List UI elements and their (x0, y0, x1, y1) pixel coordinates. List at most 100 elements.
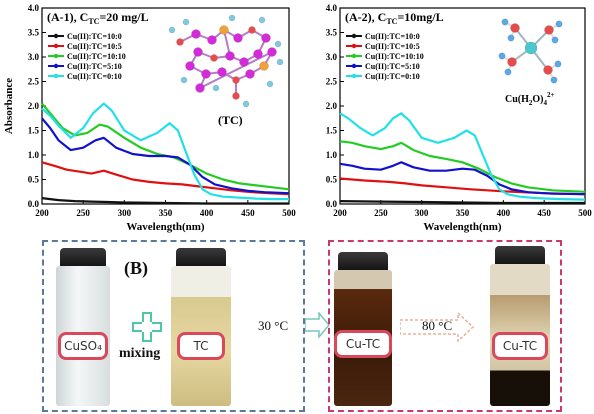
y-tick-label: 3.5 (326, 28, 338, 38)
figure-canvas: 200 250 300 350 400 450 500 0.0 0.5 1.0 1.5 2.0 2.5 3… (3, 3, 593, 233)
y-tick-label: 2.5 (28, 77, 40, 87)
legend-marker (53, 73, 59, 79)
series-line-4 (41, 102, 289, 201)
series-line-1 (41, 161, 290, 196)
y-tick-label: 0.0 (28, 199, 40, 209)
legend-label: Cu(II):TC=5:10 (365, 62, 420, 71)
arrow-30c (305, 312, 330, 338)
vial-cap (495, 246, 545, 266)
y-tick-label: 4.0 (326, 3, 338, 13)
vial-label-cuso4: CuSO₄ (58, 332, 108, 360)
hydrogen-atom (266, 80, 274, 88)
atom (219, 25, 229, 35)
oxygen-atom (507, 57, 517, 67)
atom (207, 35, 217, 45)
y-tick-label: 0.5 (28, 175, 40, 185)
series-line-2 (41, 102, 290, 191)
x-tick-label: 500 (578, 208, 592, 218)
hydrogen-atom (274, 40, 282, 48)
atom (259, 61, 269, 71)
hydrogen-atom (550, 76, 558, 84)
vial-cu-tc-30c: Cu-TC (332, 252, 394, 408)
hydrogen-atom (276, 58, 284, 66)
legend-marker (53, 43, 59, 49)
x-tick-label: 450 (537, 208, 551, 218)
vial-tc: TC (169, 248, 233, 408)
legend-label: Cu(II):TC=0:10 (67, 72, 122, 81)
legend-label: Cu(II):TC=10:10 (365, 52, 424, 61)
atom (239, 57, 249, 67)
copper-atom (524, 41, 538, 55)
chart-a2: 200 250 300 350 400 450 500 0.0 0.5 1.0 1.5 2.0 2.5 3… (326, 3, 593, 233)
atom (195, 83, 205, 93)
series-line-0 (339, 200, 585, 205)
legend-label: Cu(II):TC=10:5 (67, 42, 122, 51)
hydrogen-atom (212, 84, 220, 92)
x-tick-label: 350 (456, 208, 470, 218)
hydrogen-atom (498, 52, 506, 60)
oxygen-atom (544, 25, 554, 35)
y-tick-label: 1.5 (28, 126, 40, 136)
x-tick-label: 250 (76, 208, 90, 218)
vial-label-tc: TC (177, 332, 225, 360)
series-line-3 (339, 161, 586, 196)
vial-label-cu-tc-2: Cu-TC (492, 332, 548, 360)
hydrogen-atom (551, 36, 559, 44)
atom (232, 76, 240, 84)
panel-title: (A-1), CTC=20 mg/L (47, 10, 149, 26)
legend-label: Cu(II):TC=0:10 (365, 72, 420, 81)
hydrogen-atom (182, 18, 190, 26)
legend-label: Cu(II):TC=10:5 (365, 42, 420, 51)
vial-cuso4: CuSO₄ (54, 248, 112, 408)
x-tick-label: 400 (497, 208, 511, 218)
atom (232, 92, 240, 100)
legend-marker (351, 63, 357, 69)
atom (210, 54, 218, 62)
y-tick-label: 2.0 (28, 101, 40, 111)
legend-label: Cu(II):TC=10:0 (67, 32, 122, 41)
atom (201, 69, 211, 79)
legend-marker (53, 33, 59, 39)
y-tick-label: 3.5 (28, 28, 40, 38)
atom (261, 33, 271, 43)
hydrogen-atom (168, 26, 176, 34)
chart-a1: 200 250 300 350 400 450 500 0.0 0.5 1.0 1.5 2.0 2.5 3… (3, 3, 296, 233)
series-line-3 (41, 117, 290, 195)
legend-label: Cu(II):TC=10:0 (365, 32, 420, 41)
hydrogen-atom (504, 68, 512, 76)
y-tick-label: 0.0 (326, 199, 338, 209)
legend-marker (351, 73, 357, 79)
series-line-4 (339, 112, 586, 201)
y-tick-label: 3.0 (28, 52, 40, 62)
panel-b-left-box: (B) CuSO₄ mixing TC (42, 240, 305, 412)
hydrogen-atom (554, 60, 562, 68)
panel-b-label: (B) (124, 258, 148, 278)
hydrogen-atom (242, 100, 250, 108)
oxygen-atom (543, 65, 553, 75)
x-axis-label: Wavelength(nm) (126, 221, 205, 233)
atom (185, 61, 195, 71)
vial-cu-tc-80c: Cu-TC (488, 246, 552, 408)
y-tick-label: 0.5 (326, 175, 338, 185)
hydrogen-atom (180, 76, 188, 84)
y-tick-label: 1.0 (326, 150, 338, 160)
vial-cap (338, 252, 388, 272)
panel-title: (A-2), CTC=10mg/L (345, 10, 444, 26)
hydrogen-atom (228, 14, 236, 22)
legend-label: Cu(II):TC=10:10 (67, 52, 126, 61)
series-line-2 (339, 140, 586, 193)
series-line-1 (339, 177, 586, 196)
temp-80c: 80 °C (422, 318, 453, 333)
hydrogen-atom (555, 20, 563, 28)
legend-marker (53, 53, 59, 59)
y-tick-label: 2.5 (326, 77, 338, 87)
x-tick-label: 500 (282, 208, 296, 218)
atom (245, 69, 255, 79)
x-tick-label: 350 (159, 208, 173, 218)
atom (253, 49, 263, 59)
legend-marker (351, 33, 357, 39)
x-axis-label: Wavelength(nm) (423, 221, 502, 233)
x-tick-label: 450 (241, 208, 255, 218)
legend-marker (53, 63, 59, 69)
oxygen-atom (510, 23, 520, 33)
